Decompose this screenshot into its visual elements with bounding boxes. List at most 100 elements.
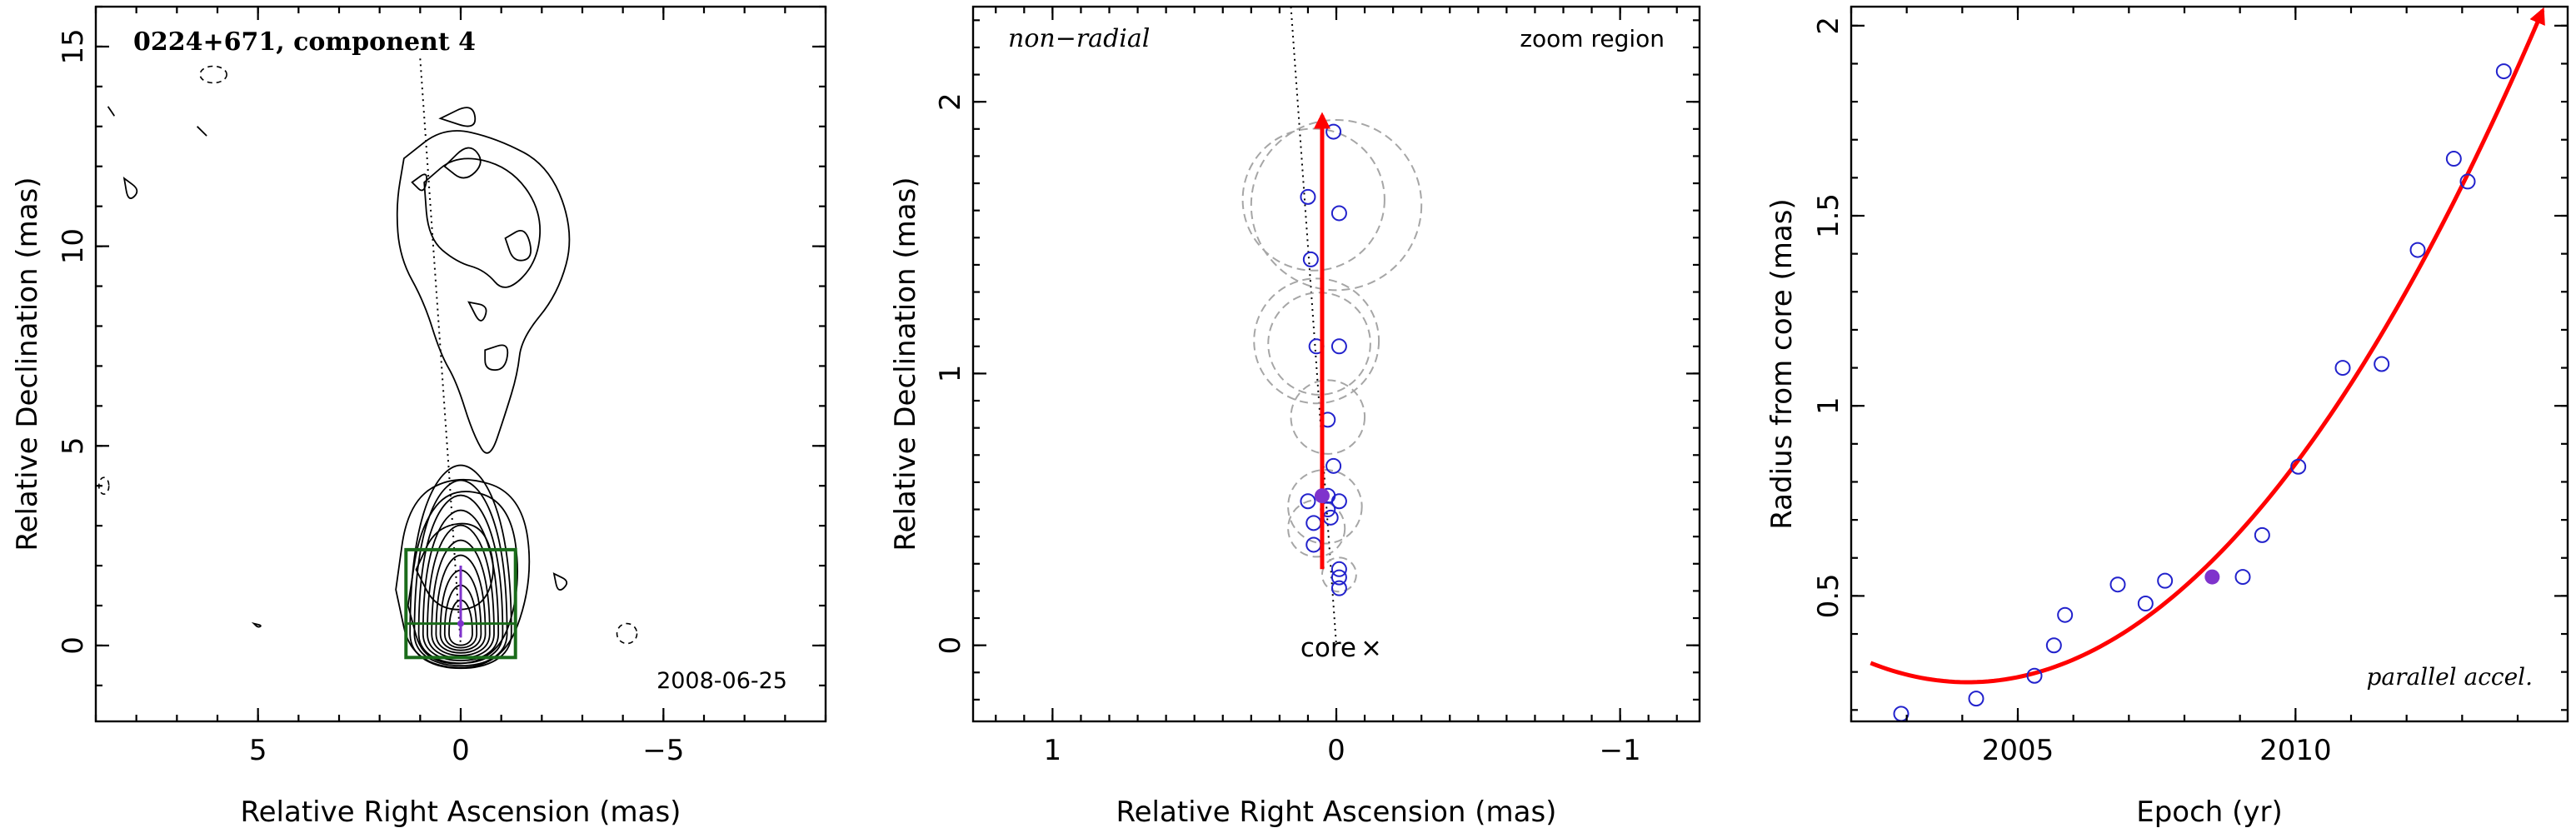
data-point: [2137, 596, 2154, 612]
data-point: [1330, 561, 1347, 577]
data-point: [2290, 458, 2307, 475]
contour-map: [97, 65, 638, 670]
contour-island: [467, 301, 487, 322]
panel2-x-axis-label: Relative Right Ascension (mas): [1116, 796, 1557, 829]
data-point: [2334, 360, 2351, 377]
data-point: [1968, 691, 1984, 707]
uncertainty-circle: [1287, 468, 1363, 545]
panel3-marks: [1870, 7, 2545, 722]
contour-island: [411, 173, 427, 192]
data-point: [2234, 569, 2251, 586]
data-point: [1330, 338, 1347, 355]
panel2-label-zoom-region: zoom region: [1520, 25, 1665, 52]
panel1-x-axis-label: Relative Right Ascension (mas): [241, 796, 681, 829]
panel1-xtick-label: 0: [452, 734, 470, 767]
ridge-line: [1290, 6, 1337, 646]
data-point: [1322, 509, 1339, 526]
highlight-point: [2204, 569, 2220, 585]
panel-zoom-region: 1 0 −1 0 1 2 non−radial zoom region core × Re…: [889, 5, 1701, 829]
uncertainty-circle: [1241, 127, 1385, 272]
panel1-xtick-label: −5: [642, 734, 684, 767]
panel2-frame: [971, 5, 1701, 723]
uncertainty-circle: [1320, 556, 1357, 593]
panel2-ticks: 1 0 −1 0 1 2: [934, 7, 1700, 767]
panel3-ytick-label: 1: [1812, 397, 1845, 415]
contour-island: [122, 177, 138, 199]
panel1-ytick-label: 10: [57, 228, 90, 264]
panel2-xtick-label: −1: [1600, 734, 1641, 767]
data-point: [2459, 173, 2476, 190]
data-point: [2374, 356, 2390, 372]
contour-island: [107, 106, 115, 117]
uncertainty-circle: [1290, 379, 1366, 455]
data-point: [2445, 151, 2462, 167]
panel3-xtick-label: 2010: [2259, 734, 2332, 767]
contour-island: [251, 621, 262, 628]
panel2-xtick-label: 1: [1044, 734, 1062, 767]
contour-island: [552, 572, 568, 591]
uncertainty-circle: [1253, 277, 1380, 405]
panel1-ytick-label: 5: [57, 436, 90, 455]
contour-outer-level: [415, 522, 494, 611]
panel1-xtick-label: 5: [249, 734, 267, 767]
data-point: [2045, 637, 2062, 654]
contour-core-level: [448, 599, 473, 646]
contour-island: [197, 126, 207, 137]
panel2-y-axis-label: Relative Declination (mas): [889, 177, 922, 551]
contour-negative: [199, 65, 227, 84]
panel3-ticks: 2005 2010 0.5 1 1.5 2: [1812, 7, 2568, 767]
contour-island: [504, 229, 532, 262]
contour-island: [443, 147, 482, 179]
data-point: [1325, 457, 1342, 474]
component-position: [457, 620, 464, 627]
panel2-ytick-label: 1: [934, 365, 967, 383]
data-point: [2495, 63, 2512, 80]
data-point: [1330, 580, 1347, 596]
panel2-label-non-radial: non−radial: [1008, 24, 1150, 53]
panel3-ytick-label: 0.5: [1812, 573, 1845, 618]
contour-core-level: [431, 539, 491, 656]
uncertainty-circle: [1250, 118, 1423, 292]
data-point: [1325, 123, 1342, 140]
panel3-x-axis-label: Epoch (yr): [2136, 796, 2283, 829]
contour-core-level: [443, 584, 478, 649]
contour-core-level: [413, 479, 508, 667]
panel-contour-map: 5 0 −5 0 5 10 15 0224+671, component 4 2008-06…: [11, 5, 827, 829]
data-point: [1300, 188, 1316, 205]
data-point: [2109, 576, 2126, 593]
core-label: core: [1300, 633, 1356, 663]
contour-island: [438, 107, 477, 127]
data-point: [1330, 569, 1347, 586]
panel3-xtick-label: 2005: [1982, 734, 2054, 767]
panel1-ticks: 5 0 −5 0 5 10 15: [57, 5, 827, 767]
data-point: [2254, 526, 2270, 543]
panel1-ytick-label: 0: [57, 636, 90, 655]
data-point: [1302, 251, 1319, 267]
panel1-marks: [404, 58, 517, 660]
data-point: [1305, 515, 1322, 531]
panel1-title: 0224+671, component 4: [133, 27, 476, 57]
contour-core-level: [439, 569, 482, 651]
highlight-point: [1314, 488, 1330, 504]
panel3-label-parallel-accel: parallel accel.: [2366, 663, 2533, 691]
data-point: [1305, 536, 1322, 553]
contour-outer-level: [407, 491, 519, 665]
fit-curve: [1870, 7, 2545, 685]
contour-outer-level: [395, 478, 531, 669]
panel1-ytick-label: 15: [57, 28, 90, 64]
data-point: [2409, 242, 2426, 258]
panel1-y-axis-label: Relative Declination (mas): [11, 177, 44, 551]
panel3-y-axis-label: Radius from core (mas): [1765, 198, 1799, 529]
uncertainty-circle: [1267, 292, 1371, 396]
ridge-line: [419, 58, 462, 646]
data-point: [1300, 493, 1316, 510]
panel1-date-label: 2008-06-25: [656, 668, 787, 694]
data-point: [2057, 606, 2074, 623]
panel2-xtick-label: 0: [1327, 734, 1345, 767]
panel-radius-vs-epoch: 2005 2010 0.5 1 1.5 2 parallel accel. Epoch (…: [1765, 5, 2569, 829]
contour-jet-lobe-inner: [423, 157, 542, 288]
contour-core-level: [435, 554, 487, 654]
panel3-ytick-label: 1.5: [1812, 193, 1845, 238]
contour-island: [484, 344, 509, 372]
panel2-marks: [1241, 6, 1423, 646]
